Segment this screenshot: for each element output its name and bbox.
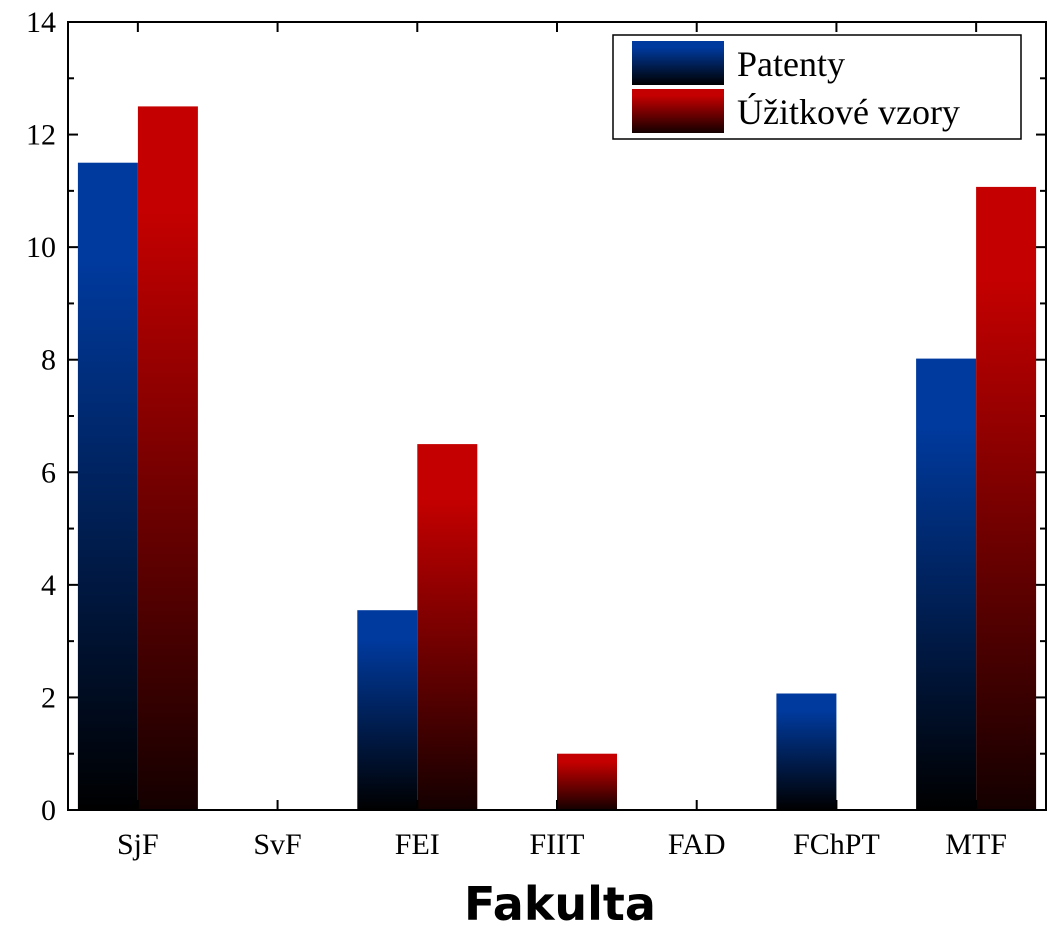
x-tick-label: FEI [395, 828, 440, 861]
bar-sjf-series-1 [77, 162, 138, 810]
y-tick-label: 0 [41, 794, 56, 827]
y-tick-label: 12 [26, 119, 56, 152]
legend: Patenty Úžitkové vzory [612, 34, 1022, 140]
y-tick-label: 6 [41, 456, 56, 489]
bar-sjf-series-2 [137, 106, 198, 810]
x-tick-label: SvF [253, 828, 301, 861]
bar-fei-series-2 [417, 444, 478, 810]
legend-label-2: Úžitkové vzory [737, 92, 960, 132]
ticks-layer: 0 2 4 6 8 10 12 14 SjF SvF FEI FIIT FAD FChPT MTF [26, 6, 1046, 861]
y-tick-label: 14 [26, 6, 56, 39]
x-tick-label: FIIT [530, 828, 585, 861]
y-tick-label: 2 [41, 681, 56, 714]
legend-swatch-2 [632, 89, 724, 133]
bar-fchpt-series-1 [776, 693, 837, 810]
bar-fei-series-1 [357, 610, 418, 810]
bar-mtf-series-2 [976, 186, 1037, 810]
plot-frame [67, 21, 1047, 811]
x-tick-label: FAD [668, 828, 726, 861]
x-tick-label: MTF [945, 828, 1007, 861]
bar-mtf-series-1 [916, 358, 977, 810]
x-axis-title: Fakulta [464, 877, 656, 926]
y-tick-label: 8 [41, 344, 56, 377]
bars-layer [77, 106, 1037, 810]
y-tick-label: 4 [41, 569, 56, 602]
legend-swatch-1 [632, 41, 724, 85]
legend-label-1: Patenty [737, 44, 845, 84]
y-tick-label: 10 [26, 231, 56, 264]
bar-fiit-series-2 [557, 753, 617, 810]
x-tick-label: SjF [117, 828, 159, 861]
x-tick-label: FChPT [793, 828, 880, 861]
